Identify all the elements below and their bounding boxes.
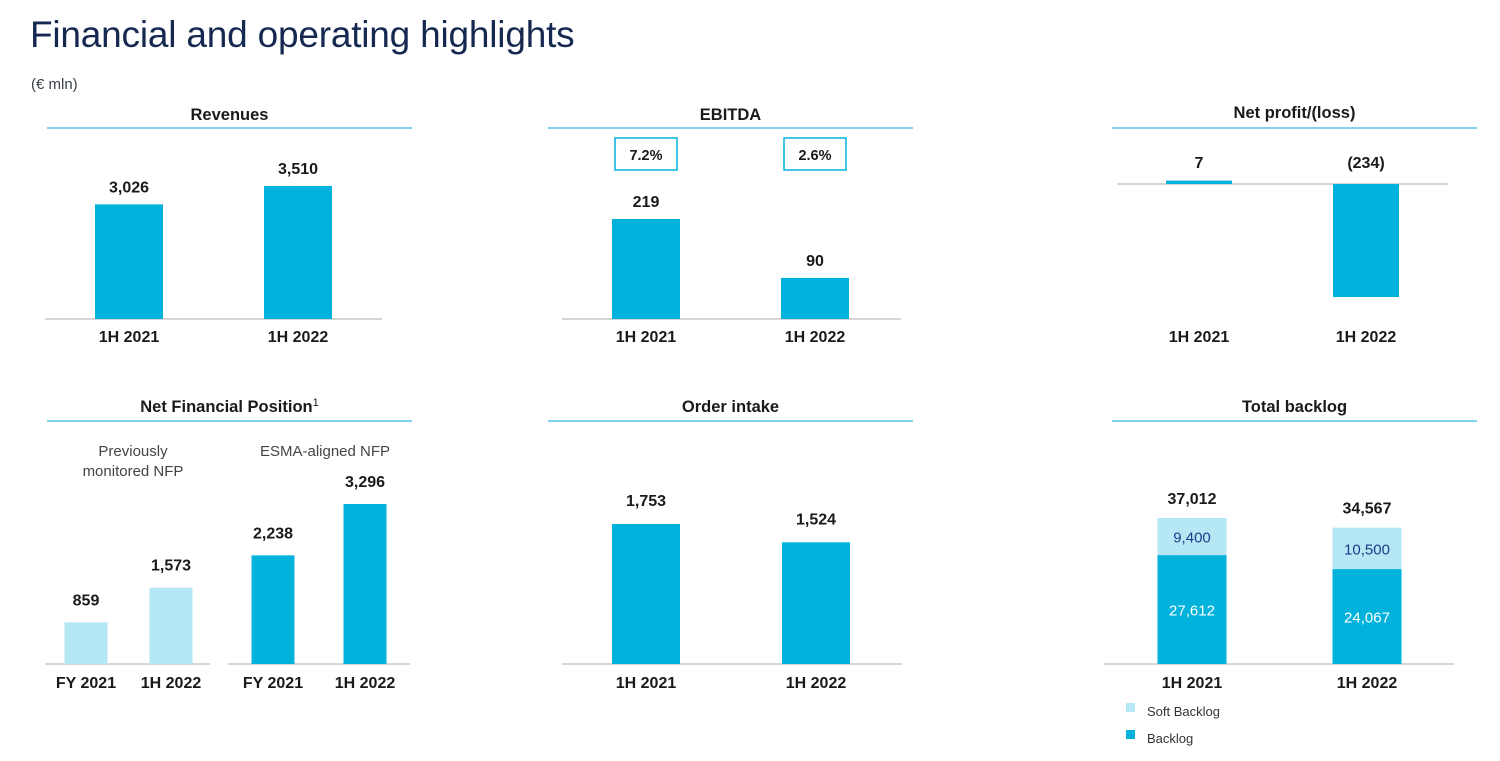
backlog-backlog-label: 27,612 xyxy=(1169,603,1215,620)
nfp-x-tick: FY 2021 xyxy=(56,675,116,692)
nfp-value-label: 859 xyxy=(73,592,100,609)
ebitda-bar xyxy=(612,219,680,319)
ebitda-value-label: 90 xyxy=(806,253,824,270)
netprofit-bar xyxy=(1333,184,1399,297)
ebitda-x-tick: 1H 2021 xyxy=(616,329,677,346)
backlog-legend-swatch xyxy=(1126,703,1135,712)
backlog-total-label: 37,012 xyxy=(1168,491,1217,508)
nfp-title: Net Financial Position1 xyxy=(140,397,318,416)
revenues-x-tick: 1H 2021 xyxy=(99,329,160,346)
backlog-soft-backlog-bar xyxy=(1332,527,1402,570)
revenues-x-tick: 1H 2022 xyxy=(268,329,329,346)
ebitda-value-label: 219 xyxy=(633,194,660,211)
nfp-x-tick: 1H 2022 xyxy=(335,675,396,692)
orderintake-bar xyxy=(782,542,850,664)
nfp-title-superscript: 1 xyxy=(313,397,319,409)
backlog-backlog-label: 24,067 xyxy=(1344,610,1390,627)
nfp-bar xyxy=(149,587,193,664)
nfp-value-label: 2,238 xyxy=(253,525,293,542)
netprofit-bar xyxy=(1166,180,1232,184)
ebitda-margin-box xyxy=(783,137,847,171)
nfp-x-tick: FY 2021 xyxy=(243,675,303,692)
nfp-x-tick: 1H 2022 xyxy=(141,675,202,692)
nfp-bar xyxy=(343,504,387,664)
nfp-bar xyxy=(251,555,295,664)
ebitda-title: EBITDA xyxy=(700,106,762,124)
orderintake-value-label: 1,524 xyxy=(796,511,836,528)
orderintake-x-tick: 1H 2021 xyxy=(616,675,677,692)
backlog-legend-swatch xyxy=(1126,730,1135,739)
orderintake-title: Order intake xyxy=(682,398,779,416)
orderintake-bar xyxy=(612,524,680,664)
backlog-backlog-bar xyxy=(1157,555,1227,664)
ebitda-margin-label: 2.6% xyxy=(798,148,831,164)
backlog-soft-backlog-label: 10,500 xyxy=(1344,541,1390,558)
backlog-legend-label: Backlog xyxy=(1147,731,1193,746)
page-title: Financial and operating highlights xyxy=(30,14,575,55)
backlog-soft-backlog-bar xyxy=(1157,518,1227,556)
netprofit-x-tick: 1H 2022 xyxy=(1336,329,1397,346)
backlog-x-tick: 1H 2021 xyxy=(1162,675,1223,692)
ebitda-margin-label: 7.2% xyxy=(629,148,662,164)
revenues-title: Revenues xyxy=(191,106,269,124)
ebitda-x-tick: 1H 2022 xyxy=(785,329,846,346)
ebitda-margin-box xyxy=(614,137,678,171)
nfp-group-caption: Previously xyxy=(98,443,168,460)
nfp-value-label: 1,573 xyxy=(151,558,191,575)
nfp-bar xyxy=(64,622,108,664)
backlog-soft-backlog-label: 9,400 xyxy=(1173,530,1211,547)
nfp-group-caption: ESMA-aligned NFP xyxy=(260,443,390,460)
backlog-backlog-bar xyxy=(1332,569,1402,664)
revenues-bar xyxy=(264,186,332,319)
netprofit-title: Net profit/(loss) xyxy=(1234,104,1356,122)
netprofit-x-tick: 1H 2021 xyxy=(1169,329,1230,346)
netprofit-value-label: 7 xyxy=(1195,155,1204,172)
backlog-x-tick: 1H 2022 xyxy=(1337,675,1398,692)
unit-note: (€ mln) xyxy=(31,76,78,93)
nfp-value-label: 3,296 xyxy=(345,474,385,491)
backlog-total-label: 34,567 xyxy=(1343,501,1392,518)
backlog-title: Total backlog xyxy=(1242,398,1347,416)
netprofit-value-label: (234) xyxy=(1347,155,1384,172)
orderintake-x-tick: 1H 2022 xyxy=(786,675,847,692)
backlog-legend-label: Soft Backlog xyxy=(1147,704,1220,719)
ebitda-bar xyxy=(781,277,849,319)
nfp-group-caption: monitored NFP xyxy=(83,463,184,480)
revenues-bar xyxy=(95,204,163,319)
revenues-value-label: 3,510 xyxy=(278,161,318,178)
revenues-value-label: 3,026 xyxy=(109,179,149,196)
orderintake-value-label: 1,753 xyxy=(626,493,666,510)
